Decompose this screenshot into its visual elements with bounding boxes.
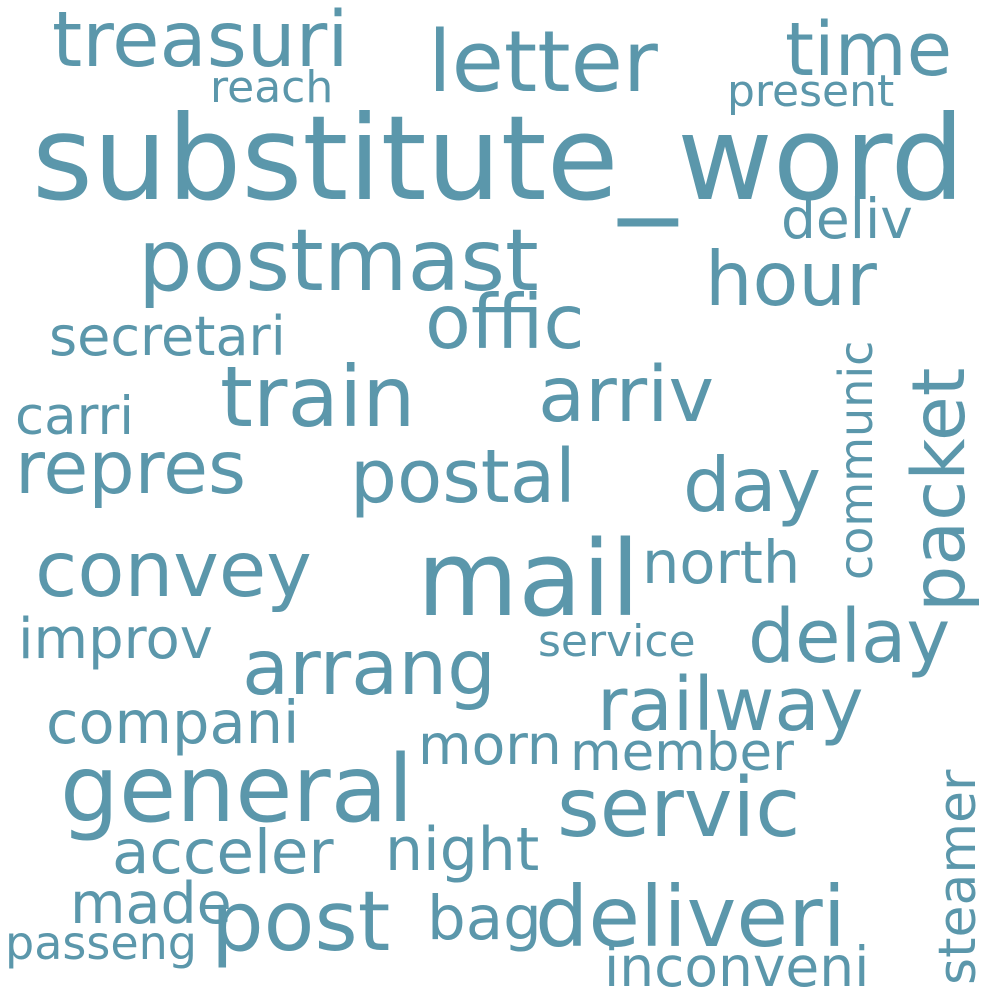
word-reach: reach: [210, 62, 334, 113]
word-delay: delay: [748, 594, 951, 680]
word-convey: convey: [35, 526, 312, 615]
word-communic: communic: [829, 340, 883, 580]
word-mail: mail: [417, 518, 640, 640]
word-offic: offic: [425, 278, 585, 366]
word-deliv: deliv: [781, 187, 913, 251]
word-railway: railway: [597, 662, 864, 748]
word-made: made: [70, 871, 232, 937]
word-deliveri: deliveri: [535, 868, 846, 966]
word-morn: morn: [418, 713, 562, 777]
word-hour: hour: [705, 235, 877, 323]
word-day: day: [683, 441, 821, 529]
word-train: train: [220, 348, 416, 446]
word-bag: bag: [427, 883, 542, 954]
word-secretari: secretari: [49, 305, 286, 368]
word-repres: repres: [15, 426, 247, 511]
word-present: present: [727, 66, 895, 117]
word-north: north: [642, 528, 801, 597]
word-night: night: [385, 815, 540, 885]
word-passeng: passeng: [5, 916, 197, 970]
word-treasuri: treasuri: [52, 0, 349, 85]
word-member: member: [570, 722, 794, 783]
word-compani: compani: [46, 688, 300, 757]
word-postmast: postmast: [138, 211, 539, 311]
word-packet: packet: [897, 367, 982, 612]
word-substitute-word: substitute_word: [32, 90, 965, 227]
word-carri: carri: [15, 386, 134, 447]
word-arrang: arrang: [242, 624, 497, 713]
word-post: post: [211, 873, 391, 970]
word-inconveni: inconveni: [604, 935, 870, 999]
word-postal: postal: [350, 434, 576, 520]
word-service: service: [538, 616, 696, 667]
word-steamer: steamer: [928, 769, 988, 985]
word-general: general: [60, 735, 414, 843]
word-servic: servic: [557, 761, 801, 856]
word-time: time: [785, 7, 953, 93]
word-arriv: arriv: [538, 351, 715, 440]
word-improv: improv: [18, 607, 213, 672]
word-acceler: acceler: [112, 817, 334, 888]
word-letter: letter: [428, 13, 658, 112]
